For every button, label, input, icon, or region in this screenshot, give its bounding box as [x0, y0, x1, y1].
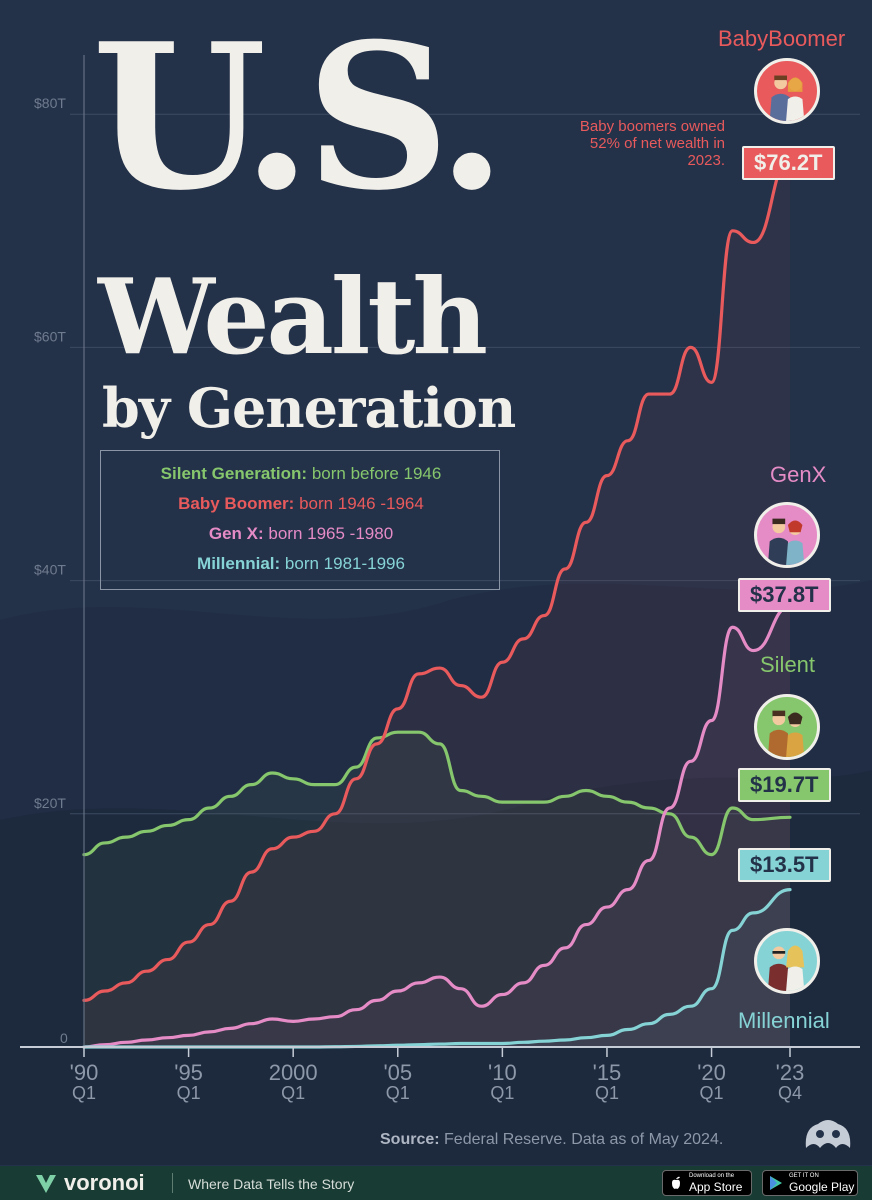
- voronoi-logo-icon: [36, 1175, 56, 1193]
- chart-area-fills: [84, 158, 790, 1047]
- silent-value-badge: $19.7T: [738, 768, 831, 802]
- source-text: Federal Reserve. Data as of May 2024.: [444, 1131, 724, 1148]
- y-tick-label: $40T: [34, 562, 66, 578]
- voronoi-watermark-icon: [805, 1120, 851, 1148]
- title-line-3: by Generation: [102, 376, 516, 440]
- app-store-big-text: App Store: [689, 1180, 743, 1194]
- x-tick-label-year: '90: [70, 1060, 99, 1085]
- x-tick-label-quarter: Q1: [281, 1083, 305, 1103]
- title-line-1: U.S.: [92, 0, 507, 235]
- silent-avatar: [754, 694, 820, 760]
- genx-label: GenX: [770, 462, 827, 487]
- boomer-annotation: Baby boomers owned 52% of net wealth in …: [579, 118, 725, 169]
- series-line-gen-x: [82, 604, 792, 1049]
- generation-legend: Silent Generation: born before 1946 Baby…: [100, 450, 500, 590]
- app-store-button[interactable]: Download on the App Store: [662, 1170, 752, 1196]
- boomer-value-badge: $76.2T: [742, 146, 835, 180]
- footer-tagline: Where Data Tells the Story: [188, 1176, 355, 1192]
- wealth-line-chart: 0$20T$40T$60T$80T'90Q1'95Q12000Q1'05Q1'1…: [20, 55, 860, 1103]
- silent-label: Silent: [760, 652, 816, 677]
- apple-icon: [672, 1176, 680, 1189]
- millennial-couple-icon: [767, 945, 805, 991]
- title-line-2: Wealth: [98, 255, 488, 378]
- x-tick-label-year: '15: [593, 1060, 622, 1085]
- series-area-gen-x: [84, 606, 790, 1047]
- genx-value-badge: $37.8T: [738, 578, 831, 612]
- millennial-value-badge: $13.5T: [738, 848, 831, 882]
- legend-desc: born 1946 -1964: [299, 494, 424, 513]
- millennial-avatar: [754, 928, 820, 994]
- genx-couple-icon: [767, 518, 805, 565]
- chart-axes: 0$20T$40T$60T$80T'90Q1'95Q12000Q1'05Q1'1…: [20, 55, 860, 1103]
- source-label: Source:: [380, 1131, 440, 1148]
- boomer-label: BabyBoomer: [718, 26, 846, 51]
- series-area-millennial: [84, 889, 790, 1047]
- y-tick-label: 0: [60, 1030, 68, 1046]
- genx-avatar: [754, 502, 820, 568]
- silent-couple-icon: [767, 710, 805, 757]
- legend-desc: born 1981-1996: [284, 554, 405, 573]
- x-tick-label-year: '23: [776, 1060, 805, 1085]
- google-play-small-text: GET IT ON: [789, 1173, 819, 1179]
- x-tick-label-year: '20: [697, 1060, 726, 1085]
- app-store-small-text: Download on the: [689, 1173, 735, 1179]
- legend-item-silent: Silent Generation: born before 1946: [101, 463, 501, 485]
- x-tick-label-quarter: Q1: [386, 1083, 410, 1103]
- legend-name: Baby Boomer:: [178, 494, 295, 513]
- footer-bar: voronoi Where Data Tells the Story Downl…: [0, 1166, 872, 1200]
- series-area-silent: [84, 732, 790, 1047]
- boomer-avatar: [754, 58, 820, 124]
- y-tick-label: $80T: [34, 95, 66, 111]
- source-note: Source: Federal Reserve. Data as of May …: [380, 1130, 723, 1150]
- x-tick-label-year: '10: [488, 1060, 517, 1085]
- x-tick-label-quarter: Q1: [72, 1083, 96, 1103]
- google-play-icon: [770, 1176, 782, 1190]
- x-tick-label-quarter: Q1: [595, 1083, 619, 1103]
- x-tick-label-year: '05: [383, 1060, 412, 1085]
- footer-divider: [172, 1173, 173, 1193]
- y-tick-label: $60T: [34, 328, 66, 344]
- legend-desc: born before 1946: [311, 464, 442, 483]
- legend-item-boomer: Baby Boomer: born 1946 -1964: [101, 493, 501, 515]
- legend-desc: born 1965 -1980: [268, 524, 394, 543]
- x-tick-label-quarter: Q1: [177, 1083, 201, 1103]
- x-tick-label-quarter: Q4: [778, 1083, 802, 1103]
- google-play-button[interactable]: GET IT ON Google Play: [762, 1170, 858, 1196]
- series-area-baby-boomer: [84, 158, 790, 1047]
- legend-name: Silent Generation:: [160, 464, 308, 483]
- brand-name: voronoi: [64, 1170, 145, 1195]
- background-waves: [0, 0, 872, 1165]
- google-play-big-text: Google Play: [789, 1180, 855, 1194]
- legend-name: Gen X:: [208, 524, 264, 543]
- x-tick-label-year: '95: [174, 1060, 203, 1085]
- y-tick-label: $20T: [34, 795, 66, 811]
- legend-item-genx: Gen X: born 1965 -1980: [101, 523, 501, 545]
- x-tick-label-quarter: Q1: [700, 1083, 724, 1103]
- series-line-baby-boomer: [82, 156, 792, 1002]
- legend-item-millennial: Millennial: born 1981-1996: [101, 553, 501, 575]
- x-tick-label-quarter: Q1: [490, 1083, 514, 1103]
- voronoi-brand[interactable]: voronoi: [34, 1170, 145, 1195]
- series-line-silent: [82, 730, 792, 857]
- millennial-label: Millennial: [738, 1008, 830, 1033]
- boomer-couple-icon: [769, 75, 805, 121]
- legend-name: Millennial:: [197, 554, 281, 573]
- x-tick-label-year: 2000: [269, 1060, 318, 1085]
